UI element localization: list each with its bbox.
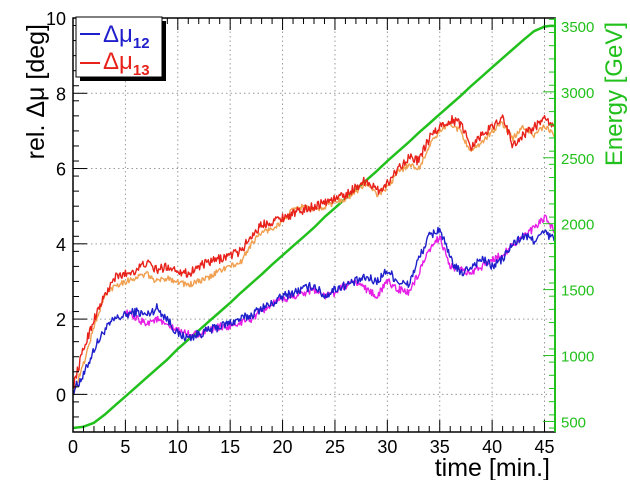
energy-tick-label: 1000 [561, 349, 594, 366]
x-tick-label: 20 [273, 437, 293, 457]
legend-label-dmu13-base: Δμ [103, 48, 133, 75]
energy-tick-label: 1500 [561, 283, 594, 300]
energy-tick-label: 3500 [561, 19, 594, 36]
x-axis: 0 5 10 15 20 25 30 35 40 45 [68, 18, 556, 457]
series-layer [72, 24, 556, 430]
series-line-12 [72, 226, 556, 395]
y-tick-label: 4 [56, 235, 66, 255]
x-tick-label: 35 [430, 437, 450, 457]
y-tick-label: 8 [56, 84, 66, 104]
y-axis-title: rel. Δμ [deg] [22, 24, 50, 159]
legend-label-dmu13-sub: 13 [133, 62, 150, 79]
y-tick-label: 6 [56, 160, 66, 180]
energy-tick-label: 2000 [561, 217, 594, 234]
energy-axis: 500 1000 1500 2000 2500 3000 3500 [543, 18, 594, 432]
legend-box [75, 16, 163, 78]
y-axis: 0 2 4 6 8 10 [46, 9, 87, 433]
x-tick-label: 25 [325, 437, 345, 457]
legend-label-dmu12: Δμ12 [103, 21, 150, 52]
series-line-13 [72, 114, 556, 389]
x-tick-label: 15 [220, 437, 240, 457]
y-tick-label: 0 [56, 385, 66, 405]
series-line-4 [72, 24, 555, 430]
x-tick-label: 40 [482, 437, 502, 457]
legend-label-dmu13: Δμ13 [103, 48, 150, 79]
energy-tick-label: 3000 [561, 85, 594, 102]
plot-area [73, 18, 555, 432]
x-tick-label: 45 [535, 437, 555, 457]
energy-axis-title: Energy [GeV] [601, 22, 628, 166]
x-tick-label: 5 [120, 437, 130, 457]
x-axis-title: time [min.] [435, 454, 550, 480]
x-tick-label: 30 [377, 437, 397, 457]
energy-tick-label: 2500 [561, 151, 594, 168]
energy-tick-label: 500 [561, 414, 586, 431]
series-line-3 [124, 214, 556, 339]
x-tick-label: 10 [168, 437, 188, 457]
legend: Δμ12 Δμ13 [75, 16, 166, 81]
y-tick-label: 2 [56, 310, 66, 330]
x-tick-label: 0 [68, 437, 78, 457]
y-tick-label: 10 [46, 9, 66, 29]
legend-label-dmu12-base: Δμ [103, 21, 133, 48]
legend-label-dmu12-sub: 12 [133, 35, 150, 52]
